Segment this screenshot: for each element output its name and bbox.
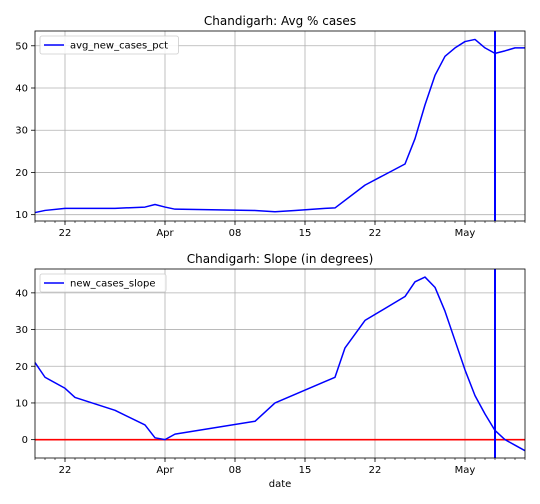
x-tick-label: 22 (59, 228, 72, 239)
y-tick-label: 40 (15, 288, 28, 299)
chart-panel-2: 22 Apr 08 15 22 May 0 10 20 30 40 Chandigarh: Slope… (15, 252, 526, 490)
chart-title: Chandigarh: Avg % cases (204, 14, 356, 28)
plot-frame (34, 268, 526, 459)
legend-box (39, 35, 179, 55)
plot-frame (34, 30, 526, 222)
x-axis-label: date (269, 479, 292, 490)
x-tick-label: 15 (299, 465, 312, 476)
series-line-new_cases_slope (34, 276, 526, 452)
y-tick-label: 10 (15, 398, 28, 409)
y-tick-label: 10 (15, 210, 28, 221)
x-tick-label: May (455, 465, 476, 476)
y-tick-label: 30 (15, 325, 28, 336)
x-tick-label: Apr (156, 228, 174, 239)
legend: new_cases_slope (39, 273, 167, 293)
x-tick-label: 22 (369, 465, 382, 476)
series-line-avg_new_cases_pct (34, 38, 525, 214)
chart-panel-1: 22 Apr 08 15 22 May 10 20 30 40 50 Chandigarh: Avg … (15, 14, 526, 239)
y-tick-label: 50 (15, 41, 28, 52)
x-tick-label: 08 (229, 228, 242, 239)
y-tick-label: 40 (15, 84, 28, 95)
y-tick-label: 20 (15, 362, 28, 373)
legend-label: avg_new_cases_pct (70, 41, 168, 52)
legend-label: new_cases_slope (70, 279, 155, 290)
legend-box (39, 273, 167, 293)
y-tick-label: 0 (22, 435, 28, 446)
legend: avg_new_cases_pct (39, 35, 179, 55)
x-tick-label: 08 (229, 465, 242, 476)
y-tick-label: 30 (15, 126, 28, 137)
x-tick-label: May (455, 228, 476, 239)
chart-title: Chandigarh: Slope (in degrees) (187, 252, 374, 266)
x-tick-label: 15 (299, 228, 312, 239)
x-tick-label: Apr (156, 465, 174, 476)
y-tick-label: 20 (15, 168, 28, 179)
x-tick-label: 22 (59, 465, 72, 476)
x-tick-label: 22 (369, 228, 382, 239)
